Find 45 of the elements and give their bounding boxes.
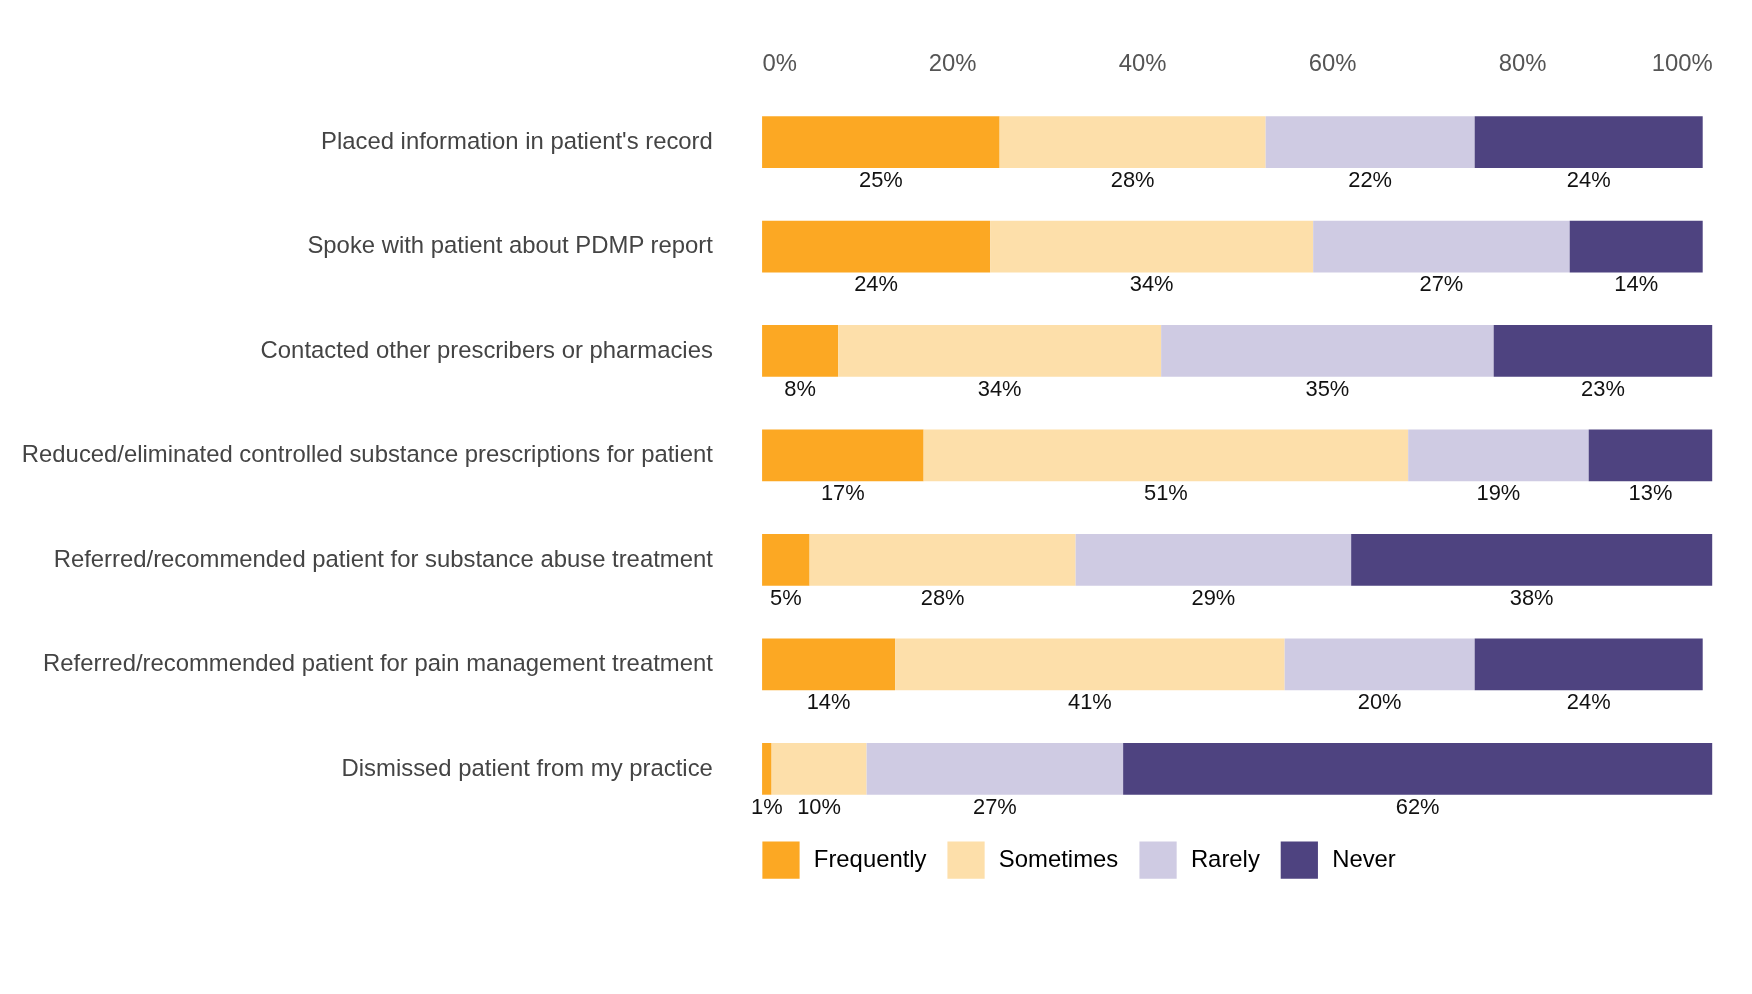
data-label: 29% bbox=[1191, 584, 1236, 610]
data-label: 20% bbox=[1357, 689, 1402, 715]
data-label: 51% bbox=[1143, 480, 1188, 506]
data-label: 19% bbox=[1476, 480, 1521, 506]
legend-label: Frequently bbox=[813, 844, 927, 872]
x-tick-label: 60% bbox=[1308, 49, 1357, 77]
y-tick-label: Placed information in patient's record bbox=[321, 127, 713, 155]
legend-label: Rarely bbox=[1190, 844, 1260, 872]
data-label: 35% bbox=[1305, 375, 1350, 401]
data-label: 1% bbox=[751, 793, 783, 819]
data-label: 5% bbox=[770, 584, 802, 610]
data-label: 41% bbox=[1067, 689, 1112, 715]
x-tick-label: 80% bbox=[1498, 49, 1547, 77]
data-label: 34% bbox=[1129, 271, 1174, 297]
data-label: 38% bbox=[1509, 584, 1554, 610]
data-label: 14% bbox=[1614, 271, 1659, 297]
data-label: 8% bbox=[784, 375, 816, 401]
y-tick-label: Reduced/eliminated controlled substance prescriptions for patient bbox=[21, 440, 714, 468]
data-label: 14% bbox=[806, 689, 851, 715]
y-tick-label: Spoke with patient about PDMP report bbox=[307, 231, 714, 259]
y-tick-label: Contacted other prescribers or pharmacies bbox=[260, 335, 713, 363]
data-label: 24% bbox=[1566, 166, 1611, 192]
data-label: 22% bbox=[1348, 166, 1393, 192]
x-tick-label: 0% bbox=[762, 49, 798, 77]
data-label: 10% bbox=[797, 793, 841, 819]
legend-label: Sometimes bbox=[998, 844, 1119, 872]
legend-label: Never bbox=[1332, 844, 1396, 872]
y-tick-label: Dismissed patient from my practice bbox=[341, 753, 713, 781]
data-label: 34% bbox=[977, 375, 1022, 401]
x-tick-label: 100% bbox=[1651, 49, 1713, 77]
data-label: 24% bbox=[854, 271, 898, 297]
data-label: 28% bbox=[920, 584, 965, 610]
data-label: 27% bbox=[1419, 271, 1464, 297]
data-label: 23% bbox=[1581, 375, 1625, 401]
y-tick-label: Referred/recommended patient for substance abuse treatment bbox=[53, 544, 714, 572]
y-tick-label: Referred/recommended patient for pain management treatment bbox=[43, 649, 714, 677]
data-label: 25% bbox=[858, 166, 903, 192]
data-label: 28% bbox=[1110, 166, 1155, 192]
data-label: 17% bbox=[820, 480, 865, 506]
data-label: 24% bbox=[1566, 689, 1611, 715]
x-tick-label: 20% bbox=[928, 49, 977, 77]
data-label: 62% bbox=[1395, 793, 1440, 819]
data-label: 13% bbox=[1628, 480, 1673, 506]
data-label: 27% bbox=[972, 793, 1017, 819]
x-tick-label: 40% bbox=[1118, 49, 1167, 77]
